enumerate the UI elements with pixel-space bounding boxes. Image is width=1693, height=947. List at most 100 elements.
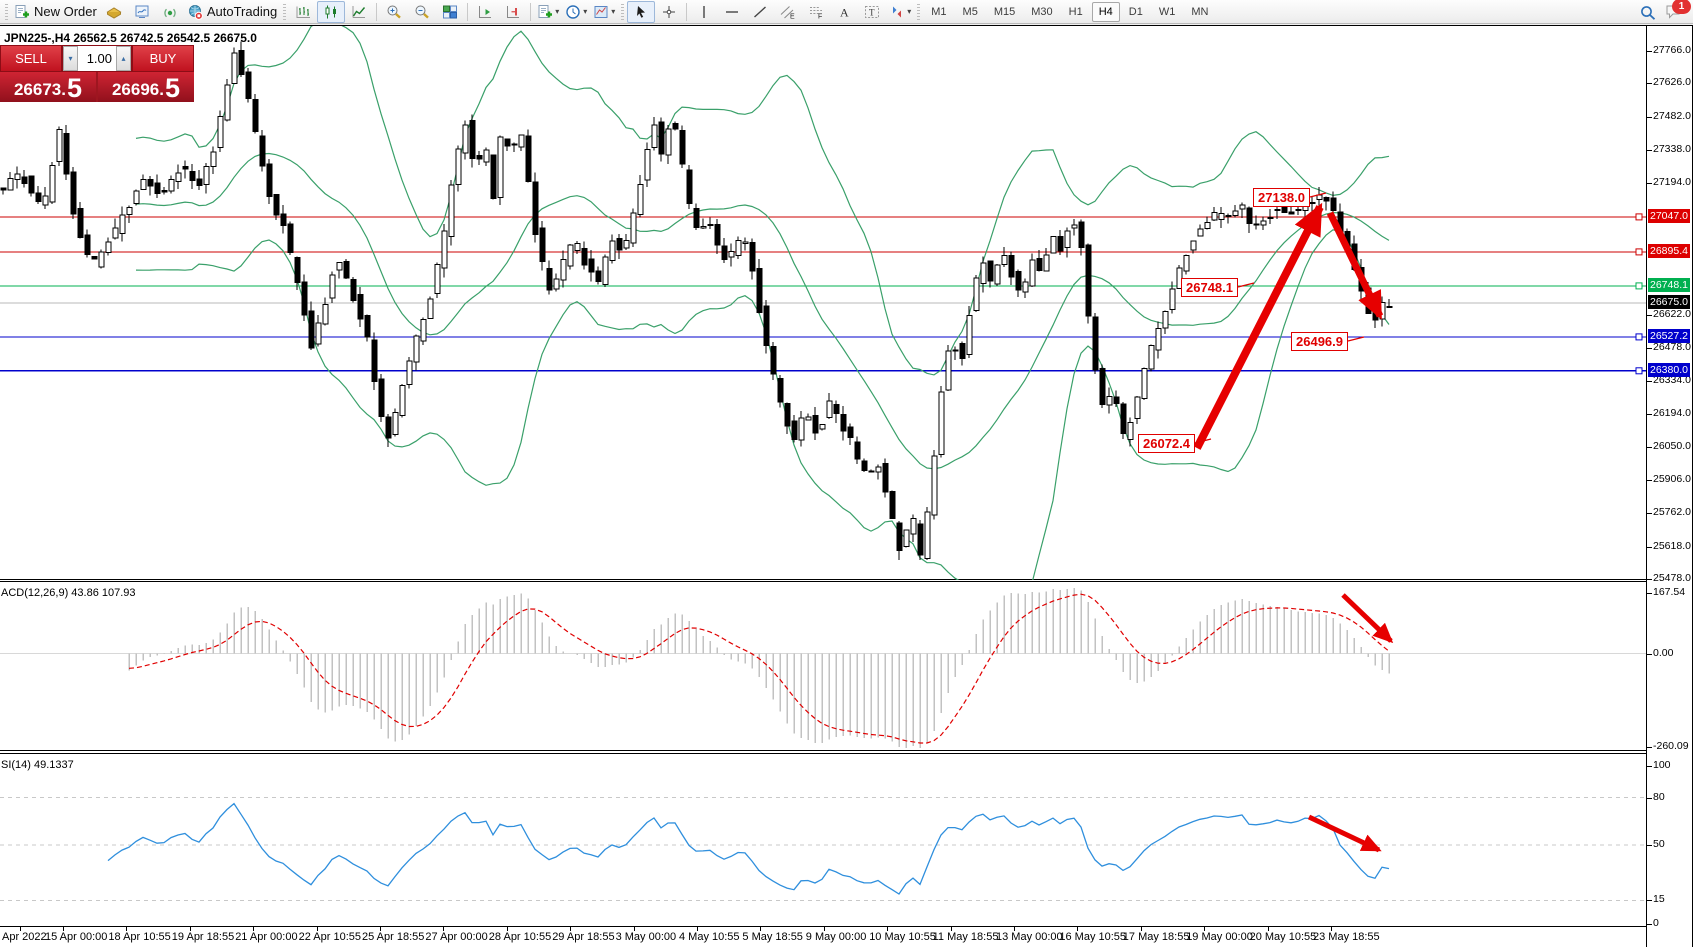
tile-windows-button[interactable] bbox=[436, 1, 464, 23]
tf-m1[interactable]: M1 bbox=[931, 5, 947, 18]
volume-increase-button[interactable]: ▴ bbox=[116, 46, 131, 71]
sell-price-int: 26673 bbox=[13, 80, 62, 99]
templates-button[interactable]: ▾ bbox=[590, 1, 618, 23]
zoom-out-button[interactable] bbox=[408, 1, 436, 23]
svg-text:E: E bbox=[790, 13, 795, 20]
time-tick bbox=[126, 927, 128, 931]
time-tick bbox=[823, 927, 825, 931]
volume-spinner: ▾ ▴ bbox=[62, 45, 132, 72]
clock-icon bbox=[565, 4, 581, 20]
vertical-line-button[interactable] bbox=[690, 1, 718, 23]
price-tick-label: 26478.0 bbox=[1647, 341, 1691, 354]
price-level-label: 26527.2 bbox=[1648, 328, 1690, 343]
new-order-button[interactable]: New Order bbox=[11, 1, 100, 23]
one-click-trading-panel: SELL ▾ ▴ BUY 26673.5 26696.5 bbox=[0, 45, 194, 102]
rsi-panel[interactable]: SI(14) 49.1337 bbox=[0, 753, 1646, 927]
price-annotation[interactable]: 26072.4 bbox=[1138, 434, 1195, 453]
publisher-button[interactable] bbox=[128, 1, 156, 23]
mailbox-button[interactable] bbox=[100, 1, 128, 23]
rsi-chart[interactable] bbox=[0, 754, 1646, 926]
arrows-icon bbox=[889, 4, 905, 20]
fibonacci-button[interactable]: F bbox=[802, 1, 830, 23]
price-tick-label: 26194.0 bbox=[1647, 406, 1691, 419]
sell-button[interactable]: SELL bbox=[0, 45, 62, 72]
buy-price-frac: 5 bbox=[164, 73, 181, 103]
bar-chart-button[interactable] bbox=[289, 1, 317, 23]
horizontal-line-button[interactable] bbox=[718, 1, 746, 23]
buy-price[interactable]: 26696. 5 bbox=[98, 72, 194, 102]
candlestick-chart-icon bbox=[323, 4, 339, 20]
chevron-down-icon: ▾ bbox=[583, 7, 588, 16]
tf-h4[interactable]: H4 bbox=[1091, 1, 1120, 22]
price-level-label: 26380.0 bbox=[1648, 362, 1690, 377]
toolbar-separator bbox=[530, 2, 532, 21]
new-order-label: New Order bbox=[34, 4, 97, 19]
macd-chart[interactable] bbox=[0, 582, 1646, 750]
price-annotation[interactable]: 27138.0 bbox=[1253, 188, 1310, 207]
toolbar-grip bbox=[5, 3, 8, 20]
cursor-icon bbox=[633, 4, 649, 20]
tf-mn[interactable]: MN bbox=[1191, 5, 1209, 18]
time-tick bbox=[633, 927, 635, 931]
search-icon[interactable] bbox=[1639, 4, 1656, 20]
tf-m30[interactable]: M30 bbox=[1031, 5, 1053, 18]
price-axis[interactable]: 27766.0 27626.0 27482.0 27338.0 27194.0 26622… bbox=[1646, 26, 1693, 947]
candlestick-chart-button[interactable] bbox=[317, 0, 346, 23]
toolbar-separator bbox=[467, 2, 469, 21]
time-tick-label: 3 May 00:00 bbox=[615, 931, 677, 943]
volume-input[interactable] bbox=[78, 46, 116, 71]
tf-m15[interactable]: M15 bbox=[993, 5, 1016, 18]
time-tick bbox=[1014, 927, 1015, 931]
text-label-button[interactable]: T bbox=[858, 1, 886, 23]
bar-chart-icon bbox=[295, 4, 311, 20]
sell-price-dot: . bbox=[61, 80, 66, 99]
candlestick-chart[interactable] bbox=[0, 26, 1646, 580]
time-tick-label: 21 Apr 00:00 bbox=[235, 931, 298, 943]
chart-title: JPN225-,H4 26562.5 26742.5 26542.5 26675… bbox=[4, 31, 257, 45]
price-annotation[interactable]: 26496.9 bbox=[1291, 332, 1348, 351]
time-axis[interactable]: Apr 2022 15 Apr 00:00 18 Apr 10:55 19 Apr 1… bbox=[0, 927, 1646, 947]
line-chart-button[interactable] bbox=[345, 1, 373, 23]
vertical-line-icon bbox=[696, 4, 712, 20]
time-tick-label: 15 Apr 00:00 bbox=[45, 931, 108, 943]
rsi-label: SI(14) 49.1337 bbox=[1, 759, 74, 771]
text-button[interactable]: A bbox=[830, 1, 858, 23]
time-tick-label: 17 May 18:55 bbox=[1122, 931, 1190, 943]
sell-price-frac: 5 bbox=[66, 73, 83, 103]
notifications-button[interactable]: 1 bbox=[1665, 0, 1691, 21]
chevron-down-icon: ▾ bbox=[907, 7, 912, 16]
trendline-button[interactable] bbox=[746, 1, 774, 23]
buy-price-int: 26696 bbox=[111, 80, 160, 99]
arrows-button[interactable]: ▾ bbox=[886, 1, 914, 23]
tf-w1[interactable]: W1 bbox=[1158, 5, 1176, 18]
chart-window: JPN225-,H4 26562.5 26742.5 26542.5 26675… bbox=[0, 25, 1693, 947]
signals-icon bbox=[162, 4, 178, 20]
crosshair-button[interactable] bbox=[655, 1, 683, 23]
zoom-in-icon bbox=[386, 4, 402, 20]
tf-m5[interactable]: M5 bbox=[962, 5, 978, 18]
periods-button[interactable]: ▾ bbox=[562, 1, 590, 23]
macd-panel[interactable]: ACD(12,26,9) 43.86 107.93 bbox=[0, 581, 1646, 751]
rsi-scale-label: 50 bbox=[1647, 838, 1665, 850]
time-tick bbox=[253, 927, 255, 931]
horizontal-line-icon bbox=[724, 4, 740, 20]
price-tick-label: 26050.0 bbox=[1647, 440, 1691, 452]
time-tick bbox=[380, 927, 381, 931]
chart-shift-icon bbox=[505, 4, 521, 20]
cursor-button[interactable] bbox=[627, 0, 656, 23]
signals-button[interactable] bbox=[156, 1, 184, 23]
volume-decrease-button[interactable]: ▾ bbox=[63, 46, 78, 71]
sell-price[interactable]: 26673. 5 bbox=[0, 72, 96, 102]
price-annotation[interactable]: 26748.1 bbox=[1181, 278, 1238, 297]
autotrading-button[interactable]: AutoTrading bbox=[184, 1, 280, 23]
price-level-label: 26895.4 bbox=[1648, 243, 1690, 258]
auto-scroll-button[interactable] bbox=[471, 1, 499, 23]
equidistant-channel-button[interactable]: E bbox=[774, 1, 802, 23]
new-chart-button[interactable]: ▾ bbox=[534, 1, 562, 23]
tf-d1[interactable]: D1 bbox=[1128, 5, 1143, 18]
chart-shift-button[interactable] bbox=[499, 1, 527, 23]
main-chart-panel[interactable]: JPN225-,H4 26562.5 26742.5 26542.5 26675… bbox=[0, 26, 1646, 580]
buy-button[interactable]: BUY bbox=[132, 45, 194, 72]
zoom-in-button[interactable] bbox=[380, 1, 408, 23]
tf-h1[interactable]: H1 bbox=[1068, 5, 1083, 18]
